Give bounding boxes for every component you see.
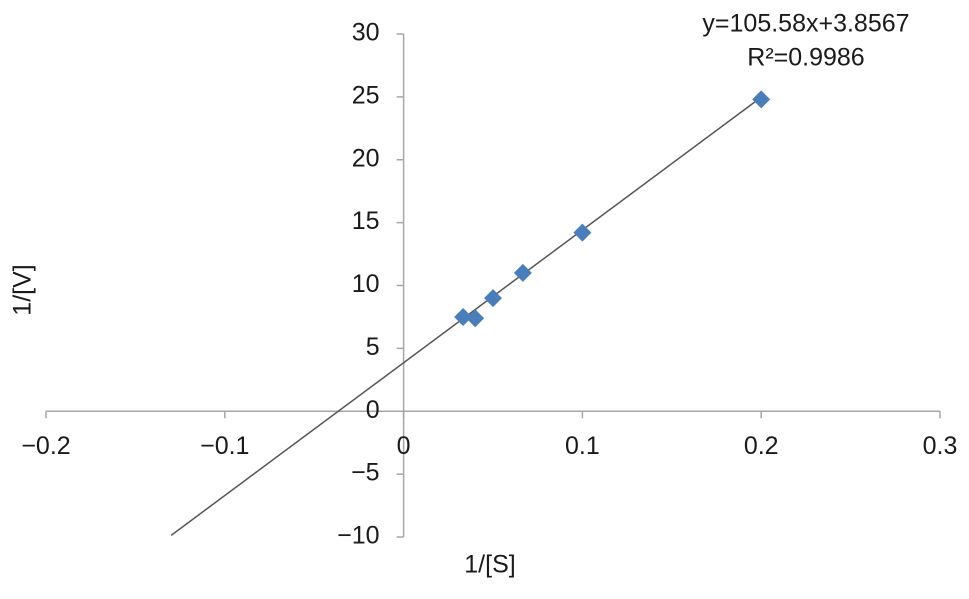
y-tick-label: 30 [352,19,380,47]
y-tick-label: 5 [366,333,380,361]
y-tick-label: 10 [352,270,380,298]
y-tick-label: 0 [366,396,380,424]
x-tick-label: 0.1 [565,432,600,460]
y-tick-label: 15 [352,207,380,235]
x-axis-label: 1/[S] [464,551,515,579]
trendline-equation: y=105.58x+3.8567 [702,10,909,38]
data-point [573,223,592,242]
x-tick-label: 0.3 [923,432,958,460]
x-tick-label: 0.2 [744,432,779,460]
x-tick-label: −0.2 [21,432,70,460]
x-tick-label: 0 [397,432,411,460]
y-tick-label: −5 [351,459,380,487]
data-point [513,263,532,282]
y-tick-label: −10 [337,522,379,550]
y-axis-label: 1/[V] [9,264,37,315]
x-tick-label: −0.1 [200,432,249,460]
data-point [752,90,771,109]
data-point [484,289,502,308]
data-point [466,309,485,328]
data-point [454,307,473,326]
trendline-r-squared: R²=0.9986 [747,44,864,72]
y-tick-label: 20 [352,144,380,172]
y-tick-label: 25 [352,81,380,109]
